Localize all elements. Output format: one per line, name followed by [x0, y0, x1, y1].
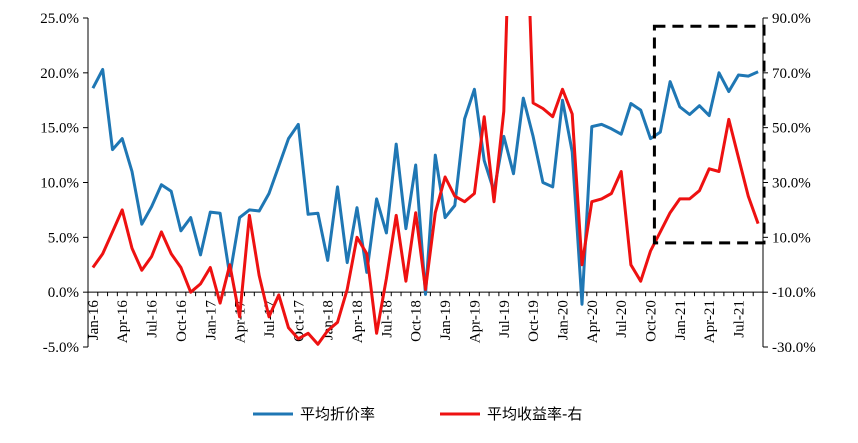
x-tick-label: Apr-16 [115, 300, 131, 344]
legend-label-discount: 平均折价率 [300, 405, 375, 423]
x-tick-label: Jul-19 [497, 300, 513, 338]
y-right-tick-label: 10.0% [772, 230, 811, 246]
y-right-tick-label: -10.0% [772, 285, 816, 301]
highlight-box [652, 24, 766, 245]
x-tick-label: Jan-17 [203, 300, 219, 340]
y-left-tick-label: 20.0% [40, 66, 79, 82]
y-right-tick-label: 70.0% [772, 66, 811, 82]
y-left-tick-label: 10.0% [40, 176, 79, 192]
x-tick-label: Jul-18 [379, 300, 395, 338]
y-right-tick-label: 30.0% [772, 176, 811, 192]
x-tick-label: Oct-18 [409, 300, 425, 342]
series-layer [91, 16, 760, 346]
x-tick-label: Apr-17 [233, 300, 249, 344]
y-left-tick-label: 5.0% [48, 230, 79, 246]
y-right-tick-label: 50.0% [772, 121, 811, 137]
x-tick-label: Jan-18 [321, 300, 337, 340]
x-tick-label: Apr-20 [585, 300, 601, 343]
x-tick-label: Oct-19 [526, 300, 542, 342]
y-left-tick-label: 0.0% [48, 285, 79, 301]
x-tick-label: Apr-21 [702, 300, 718, 343]
x-tick-label: Apr-18 [350, 300, 366, 343]
x-tick-label: Oct-20 [644, 300, 660, 342]
x-tick-label: Jan-21 [673, 300, 689, 340]
legend-label-return: 平均收益率-右 [487, 405, 582, 423]
x-tick-label: Jul-20 [614, 300, 630, 338]
y-right-tick-label: -30.0% [772, 340, 816, 356]
series-line-discount [91, 68, 759, 306]
highlight-rect [652, 24, 766, 245]
x-tick-label: Jan-20 [555, 300, 571, 340]
y-left-tick-label: -5.0% [43, 340, 79, 356]
x-tick-label: Apr-19 [467, 300, 483, 343]
axes: -5.0% 0.0% 5.0% 10.0% 15.0% 20.0% 25.0% -30.0% -… [40, 11, 816, 356]
x-tick-label: Jan-16 [86, 300, 102, 340]
y-left-tick-label: 25.0% [40, 11, 79, 27]
series-line-return [91, 16, 760, 346]
x-tick-label: Jul-16 [145, 300, 161, 338]
legend: 平均折价率 平均收益率-右 [253, 405, 582, 423]
y-left-tick-label: 15.0% [40, 121, 79, 137]
y-right-tick-label: 90.0% [772, 11, 811, 27]
x-tick-label: Jan-19 [438, 300, 454, 340]
x-tick-label: Oct-17 [291, 300, 307, 342]
x-tick-label: Oct-16 [174, 300, 190, 342]
x-tick-label: Jul-21 [732, 300, 748, 338]
